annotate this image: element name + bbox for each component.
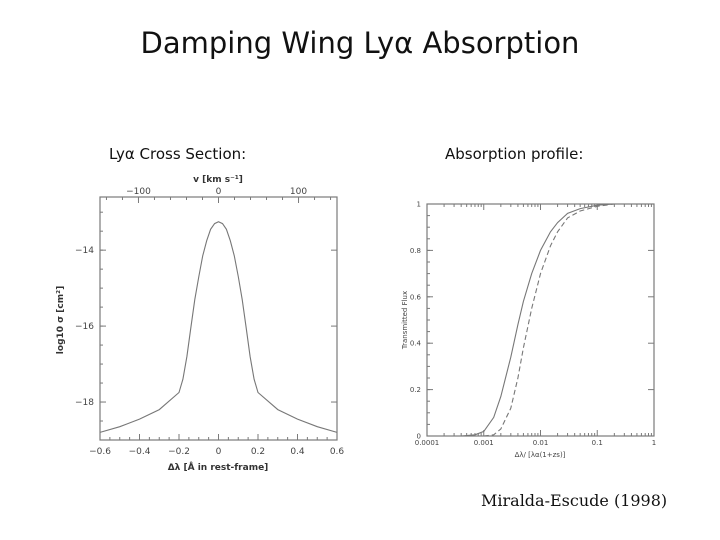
y-tick-label: −16	[75, 322, 94, 332]
absorption-profile-heading: Absorption profile:	[445, 145, 584, 163]
x-tick-label: 0.01	[533, 439, 549, 447]
x-tick-label: 0.6	[330, 447, 345, 457]
x-tick-label: 0.2	[251, 447, 265, 457]
y-tick-label: 0.6	[410, 293, 422, 301]
top-tick-label: −100	[126, 187, 151, 197]
wavelength-axis-label: Δλ [Å in rest-frame]	[168, 462, 269, 473]
y-tick-label: 0.8	[410, 247, 421, 255]
x-tick-label: 0.0001	[415, 439, 440, 447]
x-tick-label: 0.001	[474, 439, 494, 447]
y-tick-label: 1	[417, 201, 421, 209]
x-tick-label: 1	[652, 439, 656, 447]
transmitted-flux-axis-label: Transmitted Flux	[401, 291, 409, 350]
y-tick-label: 0.4	[410, 340, 422, 348]
slide-title: Damping Wing Lyα Absorption	[140, 26, 580, 60]
y-tick-label: 0.2	[410, 386, 421, 394]
flux-curve-solid	[461, 203, 654, 437]
top-tick-label: 0	[216, 187, 222, 197]
y-tick-label: −14	[75, 246, 94, 256]
absorption-plot-frame	[426, 203, 655, 437]
y-tick-label: 0	[417, 433, 421, 441]
cross-section-heading: Lyα Cross Section:	[109, 145, 247, 163]
y-tick-label: −18	[75, 398, 94, 408]
x-tick-label: 0.4	[290, 447, 305, 457]
cross-section-plot-frame	[99, 196, 338, 441]
x-tick-label: 0.1	[592, 439, 603, 447]
x-tick-label: −0.2	[168, 447, 190, 457]
cross-section-curve	[99, 221, 338, 433]
flux-curve-dashed	[483, 203, 654, 437]
cross-section-axis-label: log10 σ [cm²]	[56, 286, 66, 354]
absorption-profile-chart: 0.0001 0.001 0.01 0.1 1 0 0.2 0.4 0.6 0.8 1 Δλ/ [λ…	[401, 201, 656, 460]
citation-credit: Miralda-Escude (1998)	[481, 491, 668, 510]
wavelength-ratio-axis-label: Δλ/ [λα(1+zs)]	[515, 451, 566, 459]
velocity-axis-label: v [km s⁻¹]	[193, 175, 243, 185]
x-tick-label: −0.4	[129, 447, 151, 457]
x-tick-label: −0.6	[89, 447, 111, 457]
top-tick-label: 100	[290, 187, 307, 197]
cross-section-chart: −0.6 −0.4 −0.2 0 0.2 0.4 0.6−14−16−18−100 0 100 …	[56, 175, 344, 473]
x-tick-label: 0	[216, 447, 222, 457]
